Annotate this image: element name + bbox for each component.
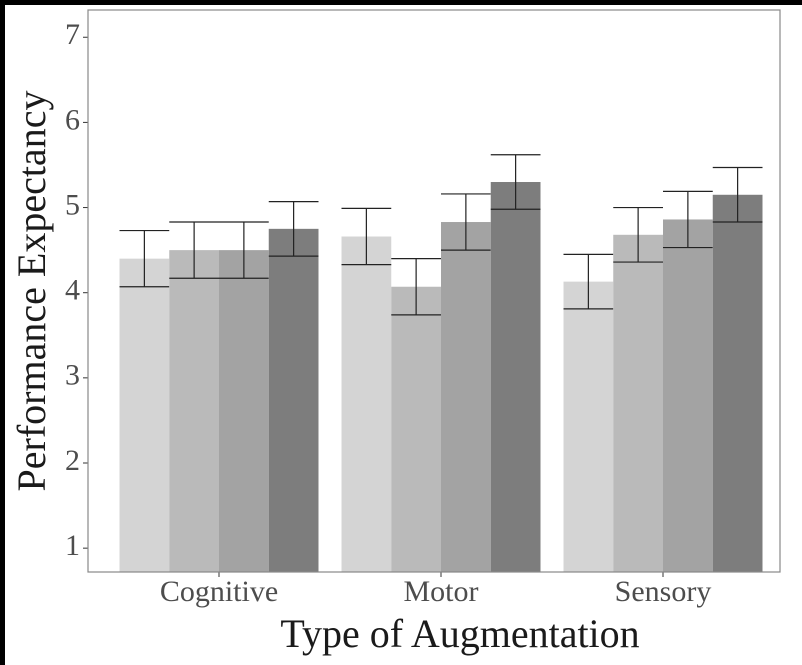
error-bar xyxy=(119,229,170,288)
error-bar xyxy=(441,193,491,251)
y-tick-label: 6 xyxy=(65,103,80,136)
bar xyxy=(441,222,491,572)
bar xyxy=(663,219,713,573)
bar xyxy=(119,258,170,572)
bar xyxy=(341,236,392,572)
error-bar xyxy=(391,258,441,316)
y-tick-label: 3 xyxy=(65,359,80,392)
error-bar xyxy=(341,207,392,266)
panel-border xyxy=(87,9,781,573)
error-bar xyxy=(219,221,269,279)
error-bar xyxy=(268,200,319,257)
bar xyxy=(563,281,614,572)
x-axis-title: Type of Augmentation xyxy=(280,611,639,656)
bar xyxy=(391,286,441,572)
error-bar xyxy=(712,166,763,223)
error-bar xyxy=(169,221,219,279)
x-tick-label: Cognitive xyxy=(160,575,278,608)
error-bar xyxy=(490,154,541,210)
y-tick-label: 2 xyxy=(65,444,80,477)
bar xyxy=(712,194,763,572)
error-bar xyxy=(663,190,713,249)
y-axis-title: Performance Expectancy xyxy=(9,91,54,492)
error-bar xyxy=(613,206,663,263)
bar xyxy=(169,250,219,573)
bar xyxy=(219,250,269,573)
bar xyxy=(613,234,663,573)
bar xyxy=(268,228,319,572)
x-tick-label: Motor xyxy=(404,575,479,608)
y-tick-label: 4 xyxy=(65,274,80,307)
y-tick-label: 1 xyxy=(65,529,80,562)
y-tick-label: 7 xyxy=(65,18,80,51)
error-bar xyxy=(563,253,614,310)
x-tick-label: Sensory xyxy=(615,575,712,608)
y-tick-label: 5 xyxy=(65,188,80,221)
bar xyxy=(490,182,541,573)
